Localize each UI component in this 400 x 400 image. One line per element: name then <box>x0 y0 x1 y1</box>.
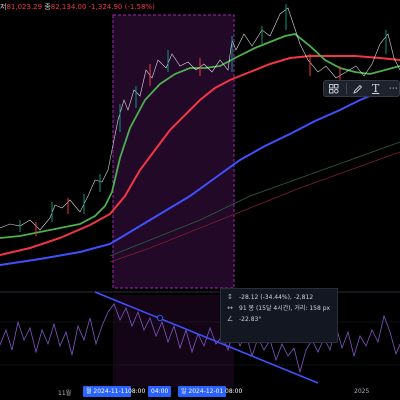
x-axis-badge-end-time: 08:00 <box>225 388 243 395</box>
change-value: -1,324.90 (-1.58%) <box>88 3 155 11</box>
measure-bars-row: ↔ 91 봉 (15달 4시간), 거리: 158 px <box>225 303 333 314</box>
angle-icon: ∠ <box>226 315 234 323</box>
x-axis-badge-mid-time: 04:00 <box>148 386 172 397</box>
drawing-toolbar: T ⋯ <box>323 80 400 97</box>
low-label: 저 <box>0 3 7 11</box>
text-icon[interactable]: T <box>372 82 380 95</box>
measure-price-row: ↕ -28.12 (-34.44%), -2,812 <box>225 292 333 303</box>
x-axis-badge-start-time: 08:00 <box>128 388 146 395</box>
date-range-icon: ↔ <box>227 304 233 312</box>
price-line <box>0 7 400 231</box>
measure-angle: -22.83° <box>239 316 262 323</box>
ma-dark-green-line <box>109 141 400 257</box>
measure-bars: 91 봉 (15달 4시간), 거리: 158 px <box>239 305 331 312</box>
toolbar-separator <box>345 83 347 94</box>
trendline[interactable] <box>94 291 319 384</box>
close-value: 82,134.00 <box>50 3 87 11</box>
x-axis-label-nov: 11월 <box>58 390 72 397</box>
pencil-icon[interactable] <box>352 82 364 95</box>
measure-info-box: ↕ -28.12 (-34.44%), -2,812 ↔ 91 봉 (15달 4… <box>220 288 338 343</box>
x-axis-badge-start-date: 월 2024-11-11 <box>83 386 132 397</box>
ma-blue-line <box>0 84 400 266</box>
x-axis-label-2025: 2025 <box>354 388 370 395</box>
ohlc-legend: 저81,023.29 종82,134.00 -1,324.90 (-1.58%) <box>0 2 155 12</box>
candles <box>19 4 387 236</box>
ma-dark-red-line <box>109 151 400 263</box>
low-value: 81,023.29 <box>6 3 43 11</box>
ma-green-line <box>0 33 400 239</box>
selection-rectangle[interactable] <box>112 14 235 289</box>
ma-red-line <box>0 55 400 256</box>
more-icon[interactable]: ⋯ <box>388 83 398 94</box>
trendline-anchor[interactable] <box>156 314 164 322</box>
tools-icon[interactable] <box>328 82 340 95</box>
close-label: 종 <box>44 3 51 11</box>
measure-angle-row: ∠ -22.83° <box>225 314 333 325</box>
x-axis-badge-end-date: 일 2024-12-01 <box>178 386 227 397</box>
price-range-icon: ↕ <box>227 293 233 301</box>
measure-price-change: -28.12 (-34.44%), -2,812 <box>239 294 314 301</box>
